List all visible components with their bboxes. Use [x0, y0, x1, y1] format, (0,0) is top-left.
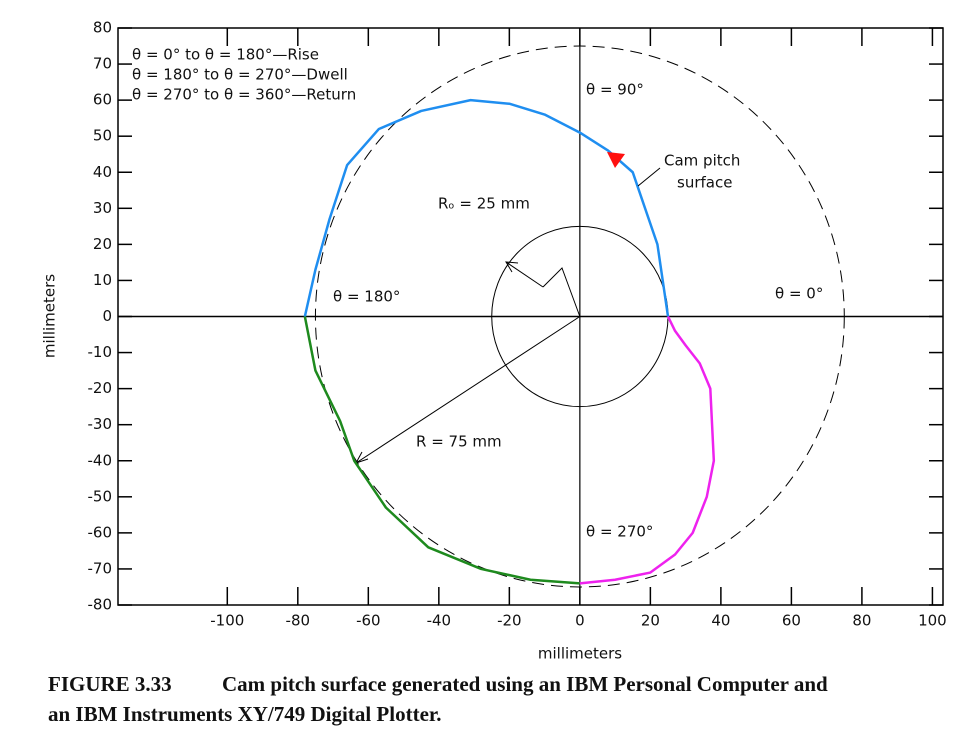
legend-entry: θ = 180° to θ = 270°—Dwell	[132, 66, 348, 84]
annotation: θ = 90°	[586, 81, 644, 99]
cam-curve	[303, 98, 670, 317]
leader-line	[637, 167, 661, 187]
y-tick-label: 50	[93, 127, 112, 145]
x-tick-label: -20	[497, 612, 522, 630]
annotation: Cam pitch	[664, 152, 740, 170]
y-tick-label: 20	[93, 235, 112, 253]
y-tick-label: -60	[88, 523, 113, 541]
x-tick-label: 80	[852, 612, 871, 630]
cam-curve	[579, 315, 716, 585]
radius-arrow	[505, 261, 544, 288]
circle-label: R = 75 mm	[416, 433, 502, 451]
y-tick-label: 60	[93, 91, 112, 109]
y-tick-label: 0	[102, 307, 112, 325]
circle-label: Rₒ = 25 mm	[438, 195, 530, 213]
y-tick-label: 30	[93, 199, 112, 217]
annotation: θ = 270°	[586, 523, 653, 541]
caption-text: an IBM Instruments XY/749 Digital Plotte…	[48, 702, 442, 726]
x-tick-label: -60	[356, 612, 381, 630]
x-tick-label: -40	[427, 612, 452, 630]
radius-line	[542, 267, 581, 317]
direction-arrow	[607, 152, 625, 168]
x-tick-label: 40	[711, 612, 730, 630]
y-tick-label: -10	[88, 343, 113, 361]
x-tick-label: -100	[210, 612, 244, 630]
x-tick-label: 20	[641, 612, 660, 630]
annotation: θ = 0°	[775, 285, 823, 303]
y-tick-label: -50	[88, 487, 113, 505]
annotation: surface	[677, 174, 732, 192]
y-tick-label: 10	[93, 271, 112, 289]
radius-line	[355, 316, 581, 464]
y-tick-label: -80	[88, 596, 113, 614]
y-tick-label: 40	[93, 163, 112, 181]
radius-arrow-head	[505, 261, 519, 273]
x-tick-label: 60	[782, 612, 801, 630]
x-tick-label: 0	[575, 612, 585, 630]
y-tick-label: -40	[88, 451, 113, 469]
x-tick-label: 100	[918, 612, 947, 630]
y-tick-label: -70	[88, 559, 113, 577]
caption-text: Cam pitch surface generated using an IBM…	[222, 672, 828, 696]
cam-curve	[303, 316, 580, 585]
y-tick-label: 80	[93, 19, 112, 37]
y-tick-label: -30	[88, 415, 113, 433]
legend-entry: θ = 270° to θ = 360°—Return	[132, 86, 356, 104]
x-tick-label: -80	[286, 612, 311, 630]
reference-circle	[314, 45, 845, 588]
caption-label: FIGURE 3.33	[48, 672, 172, 696]
x-axis-label: millimeters	[538, 645, 622, 663]
legend-entry: θ = 0° to θ = 180°—Rise	[132, 46, 319, 64]
y-axis-label: millimeters	[41, 274, 59, 358]
y-tick-label: 70	[93, 55, 112, 73]
y-tick-label: -20	[88, 379, 113, 397]
annotation: θ = 180°	[333, 288, 400, 306]
